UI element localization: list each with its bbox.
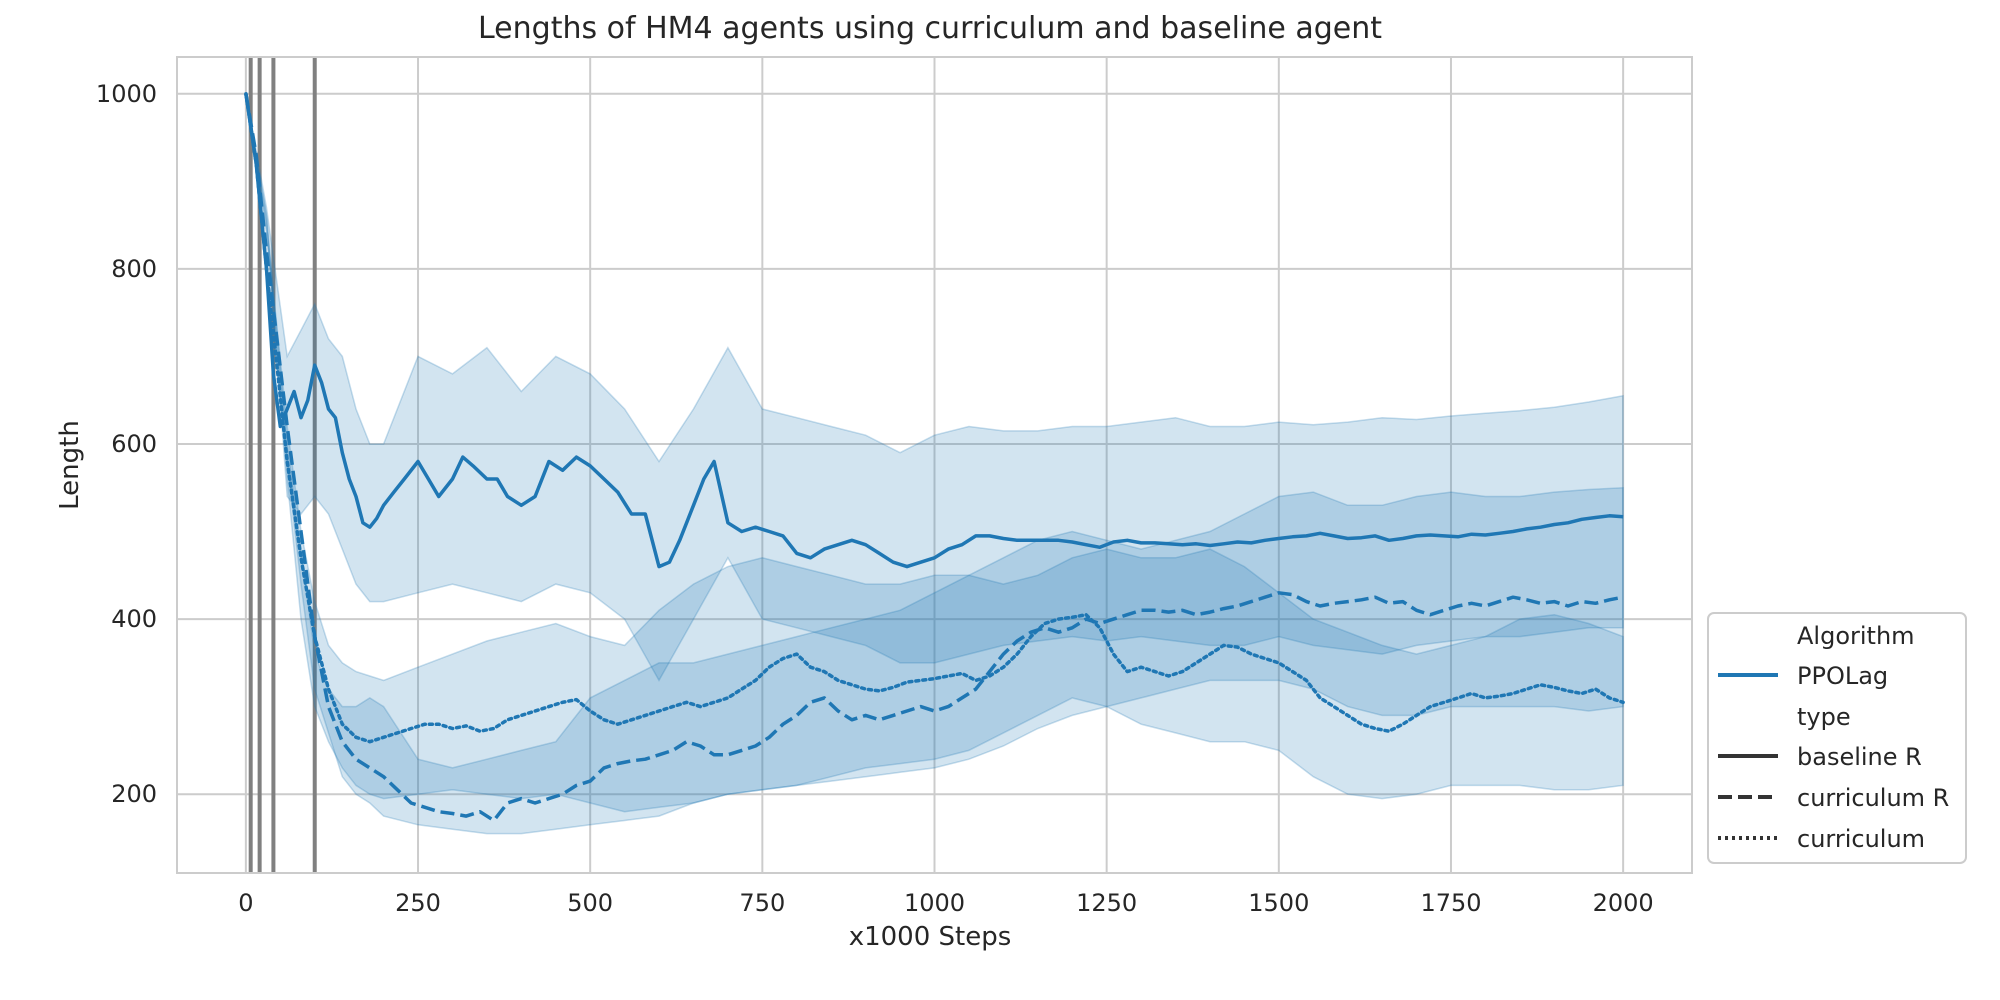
x-tick-750: 750: [739, 889, 785, 917]
series-line-curriculum-r: [244, 93, 1624, 823]
y-tick-labels: 200 400 600 800 1000: [96, 80, 157, 808]
x-tick-250: 250: [395, 889, 441, 917]
x-tick-0: 0: [238, 889, 253, 917]
y-axis-label: Length: [55, 420, 85, 510]
band-curriculum: [245, 93, 1624, 813]
band-curriculum-r: [245, 93, 1624, 835]
plot-frame: [176, 56, 1693, 874]
x-tick-2000: 2000: [1593, 889, 1654, 917]
x-tick-1000: 1000: [904, 889, 965, 917]
series-line-baseline-r: [244, 93, 1624, 569]
band-baseline-r: [245, 93, 1624, 682]
y-tick-400: 400: [111, 605, 157, 633]
x-tick-1500: 1500: [1248, 889, 1309, 917]
legend-item-curriculum: curriculum: [1797, 825, 1925, 853]
series-line-curriculum: [244, 92, 1625, 744]
legend-title-type: type: [1797, 703, 1851, 731]
x-tick-1250: 1250: [1076, 889, 1137, 917]
x-axis-label: x1000 Steps: [849, 922, 1012, 952]
legend-item-baseline-r: baseline R: [1797, 743, 1922, 771]
series-lines: [244, 92, 1625, 823]
legend-item-ppolag: PPOLag: [1797, 662, 1888, 690]
y-tick-200: 200: [111, 780, 157, 808]
legend-item-curriculum-r: curriculum R: [1797, 784, 1949, 812]
legend-title-algorithm: Algorithm: [1797, 622, 1915, 650]
x-tick-1750: 1750: [1420, 889, 1481, 917]
x-tick-500: 500: [567, 889, 613, 917]
y-tick-800: 800: [111, 255, 157, 283]
x-tick-labels: 0 250 500 750 1000 1250 1500 1750 2000: [238, 889, 1653, 917]
chart-title: Lengths of HM4 agents using curriculum a…: [478, 11, 1382, 46]
y-tick-1000: 1000: [96, 80, 157, 108]
confidence-bands: [245, 93, 1624, 835]
legend: Algorithm PPOLag type baseline R curricu…: [1707, 612, 1967, 864]
y-tick-600: 600: [111, 430, 157, 458]
